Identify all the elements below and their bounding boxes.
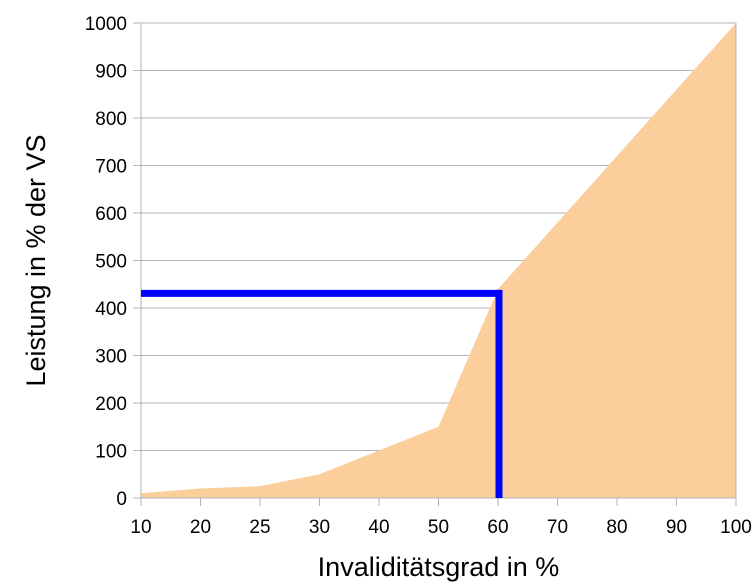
x-tick-label: 80 [606, 517, 627, 538]
x-tick-label: 25 [249, 517, 270, 538]
y-axis-title: Leistung in % der VS [21, 134, 51, 386]
area-series [141, 23, 736, 498]
y-tick-label: 400 [95, 299, 127, 320]
x-tick-label: 50 [428, 517, 449, 538]
y-tick-label: 800 [95, 109, 127, 130]
x-tick-label: 10 [130, 517, 151, 538]
y-tick-label: 600 [95, 204, 127, 225]
x-tick-label: 20 [190, 517, 211, 538]
x-tick-label: 40 [368, 517, 389, 538]
x-tick-label: 100 [720, 517, 752, 538]
x-tick-labels: 10 20 25 30 40 50 60 70 80 90 100 [130, 517, 751, 538]
x-tick-label: 30 [309, 517, 330, 538]
x-tick-label: 70 [547, 517, 568, 538]
x-tick-label: 90 [666, 517, 687, 538]
marker-lines [141, 289, 503, 498]
y-tick-label: 200 [95, 394, 127, 415]
y-tick-label: 300 [95, 347, 127, 368]
axes [140, 23, 737, 506]
y-tick-label: 500 [95, 252, 127, 273]
area-fill [141, 23, 736, 498]
y-tick-label: 0 [116, 489, 127, 510]
x-axis-title: Invaliditätsgrad in % [318, 552, 560, 582]
y-tick-label: 1000 [85, 14, 127, 35]
y-tick-label: 900 [95, 62, 127, 83]
x-tick-label: 60 [487, 517, 508, 538]
y-tick-label: 700 [95, 157, 127, 178]
y-tick-label: 100 [95, 442, 127, 463]
y-tick-labels: 0 100 200 300 400 500 600 700 800 900 1000 [85, 14, 127, 510]
